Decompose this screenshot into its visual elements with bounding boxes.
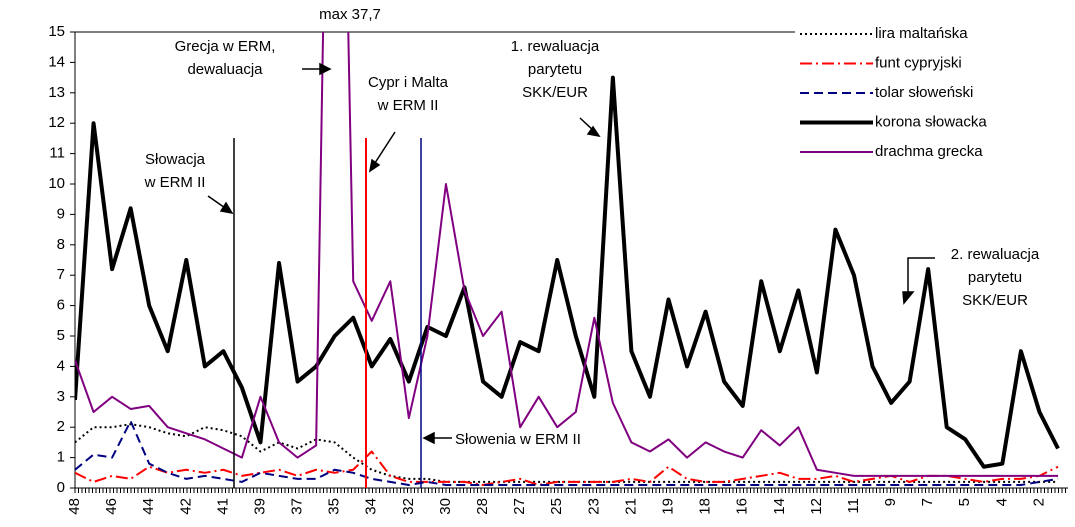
x-tick-label: 32 [400, 498, 417, 515]
x-tick-label: 11 [845, 498, 862, 514]
legend-label: drachma grecka [875, 143, 983, 160]
annotation: SKK/EUR [522, 84, 588, 101]
y-tick-label: 15 [48, 23, 65, 40]
y-tick-label: 2 [57, 418, 65, 435]
annotation: Cypr i Malta [368, 74, 449, 91]
x-tick-label: 30 [437, 498, 454, 515]
x-tick-label: 23 [585, 498, 602, 515]
annotation: 1. rewaluacja [511, 38, 600, 55]
x-tick-label: 4 [993, 498, 1010, 506]
y-tick-label: 1 [57, 449, 65, 466]
x-tick-label: 37 [289, 498, 306, 515]
y-tick-label: 9 [57, 205, 65, 222]
annotation: 2. rewaluacja [951, 246, 1040, 263]
legend-label: tolar słoweński [875, 84, 973, 101]
series-line [75, 423, 1058, 483]
y-tick-label: 3 [57, 388, 65, 405]
annotation: Słowacja [145, 151, 206, 168]
x-tick-label: 9 [882, 498, 899, 506]
legend-label: korona słowacka [875, 113, 987, 130]
annotation: Grecja w ERM, [175, 38, 276, 55]
series-line [75, 420, 1059, 486]
y-tick-label: 12 [48, 114, 65, 131]
y-tick-label: 4 [57, 357, 65, 374]
x-tick-label: 21 [622, 498, 639, 515]
series-line [75, 450, 1059, 486]
x-tick-label: 25 [548, 498, 565, 515]
x-tick-label: 46 [103, 498, 120, 515]
x-tick-label: 16 [734, 498, 751, 515]
y-tick-label: 6 [57, 297, 65, 314]
y-tick-label: 11 [49, 145, 65, 162]
annotation: dewaluacja [187, 61, 263, 78]
annotation: parytetu [968, 269, 1022, 286]
x-tick-label: 18 [697, 498, 714, 515]
series-line [75, 75, 1060, 469]
y-tick-label: 7 [57, 266, 65, 283]
series-line [75, 32, 1058, 477]
x-tick-label: 35 [326, 498, 343, 515]
arrows [207, 62, 935, 445]
legend-box [795, 22, 1070, 187]
x-tick-label: 44 [140, 498, 157, 515]
x-tick-label: 34 [363, 498, 380, 515]
y-tick-label: 13 [48, 84, 65, 101]
y-tick-label: 14 [48, 53, 65, 70]
x-tick-label: 42 [177, 498, 194, 515]
x-tick-label: 27 [511, 498, 528, 515]
annotation: w ERM II [377, 97, 439, 114]
legend-label: funt cypryjski [875, 54, 962, 71]
annotation: Słowenia w ERM II [455, 431, 581, 448]
x-tick-label: 48 [66, 498, 83, 515]
x-tick-label: 14 [771, 498, 788, 515]
x-tick-label: 19 [659, 498, 676, 515]
legend-label: lira maltańska [875, 25, 968, 42]
x-tick-label: 5 [956, 498, 973, 506]
annotation: SKK/EUR [962, 292, 1028, 309]
annotation: max 37,7 [319, 6, 381, 23]
x-tick-label: 41 [214, 498, 231, 515]
x-tick-label: 7 [919, 498, 936, 506]
y-tick-label: 0 [57, 479, 65, 496]
y-tick-label: 5 [57, 327, 65, 344]
annotation: parytetu [528, 61, 582, 78]
x-tick-label: 39 [251, 498, 268, 515]
x-tick-label: 28 [474, 498, 491, 515]
x-tick-label: 12 [808, 498, 825, 515]
y-tick-label: 8 [57, 236, 65, 253]
annotation: w ERM II [144, 174, 206, 191]
y-tick-label: 10 [48, 175, 65, 192]
x-tick-label: 2 [1030, 498, 1047, 506]
